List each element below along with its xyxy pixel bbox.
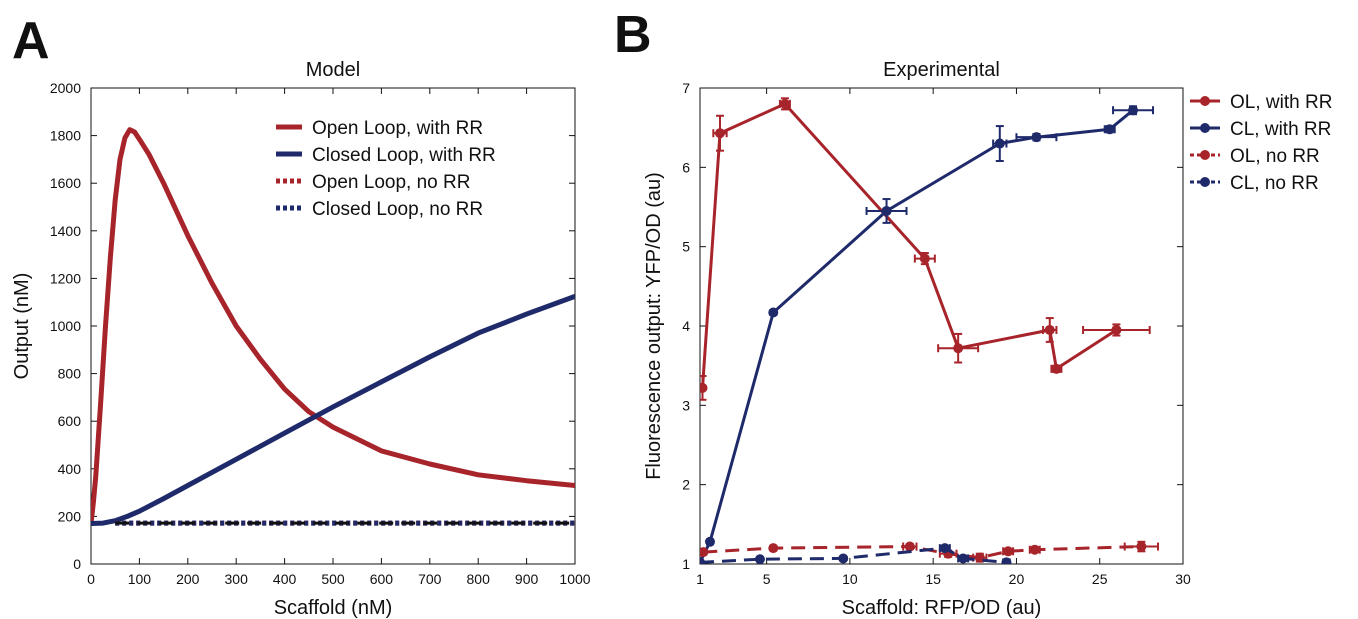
y-tick-label: 800 [58, 366, 82, 382]
data-point [838, 553, 849, 564]
data-point [768, 543, 779, 554]
x-tick-label: 1 [696, 571, 704, 587]
data-point [919, 253, 930, 264]
panel-letter-a: A [12, 12, 50, 70]
data-point [994, 138, 1005, 149]
legend-label-3: CL, no RR [1230, 173, 1319, 194]
y-tick-label: 400 [58, 461, 82, 477]
data-point [1044, 324, 1055, 335]
series-line-2 [703, 545, 1142, 560]
y-tick-label: 6 [682, 159, 690, 175]
x-tick-label: 10 [842, 571, 858, 587]
x-tick-label: 100 [128, 571, 152, 587]
legend-label-2: Open Loop, no RR [312, 172, 470, 193]
legend-label-2: OL, no RR [1230, 146, 1320, 167]
y-tick-label: 2 [682, 477, 690, 493]
series-group [91, 127, 575, 526]
y-axis-label: Output (nM) [11, 273, 33, 380]
y-tick-label: 7 [682, 80, 690, 96]
legend-label-1: CL, with RR [1230, 119, 1331, 140]
legend-label-3: Closed Loop, no RR [312, 199, 483, 220]
chart-title: Experimental [883, 59, 1000, 81]
x-tick-label: 25 [1092, 571, 1108, 587]
data-point [1104, 124, 1115, 135]
legend-label-0: OL, with RR [1230, 92, 1332, 113]
y-tick-label: 1 [682, 556, 690, 572]
data-point [1001, 557, 1012, 564]
x-tick-label: 700 [418, 571, 442, 587]
data-point [779, 98, 790, 109]
data-point [974, 552, 985, 563]
series-group [700, 97, 1160, 564]
y-tick-label: 3 [682, 397, 690, 413]
data-point [704, 536, 715, 547]
series-line-0 [91, 127, 575, 524]
data-point [881, 205, 892, 216]
y-tick-label: 5 [682, 239, 690, 255]
data-point [1111, 324, 1122, 335]
series-line-0 [701, 102, 1118, 389]
y-tick-label: 200 [58, 508, 82, 524]
data-point [754, 554, 765, 564]
y-tick-label: 1200 [50, 270, 81, 286]
x-tick-label: 800 [467, 571, 491, 587]
legend: OL, with RR CL, with RR OL, no RR CL, no RR [1190, 92, 1332, 194]
legend-label-0: Open Loop, with RR [312, 118, 483, 139]
panel-letter-b: B [614, 6, 652, 64]
series-line-3 [700, 546, 1007, 564]
x-tick-label: 1000 [559, 571, 590, 587]
data-point [1128, 105, 1139, 116]
x-tick-label: 30 [1175, 571, 1191, 587]
legend-marker-2 [1200, 150, 1210, 160]
data-point [700, 557, 705, 564]
chart-title: Model [306, 59, 360, 81]
x-tick-label: 0 [87, 571, 95, 587]
y-tick-label: 4 [682, 318, 690, 334]
data-point [1136, 541, 1147, 552]
y-tick-label: 1000 [50, 318, 81, 334]
x-axis-label: Scaffold: RFP/OD (au) [842, 597, 1042, 619]
y-tick-label: 1400 [50, 223, 81, 239]
model-chart: 0 100 200 300 400 500 600 700 800 900 1000 0 200 400 6… [11, 59, 591, 619]
y-tick-label: 1800 [50, 128, 81, 144]
y-tick-label: 1600 [50, 175, 81, 191]
x-tick-label: 300 [225, 571, 249, 587]
data-point [714, 128, 725, 139]
y-axis-label: Fluorescence output: YFP/OD (au) [643, 172, 665, 480]
legend: Open Loop, with RR Closed Loop, with RR Op… [276, 118, 496, 220]
x-tick-label: 15 [925, 571, 941, 587]
x-tick-label: 500 [321, 571, 345, 587]
y-tick-label: 2000 [50, 80, 81, 96]
data-point [958, 553, 969, 564]
data-point [904, 541, 915, 552]
x-tick-label: 5 [763, 571, 771, 587]
y-tick-label: 0 [73, 556, 81, 572]
x-tick-label: 600 [370, 571, 394, 587]
data-point [953, 343, 964, 354]
data-point [1003, 546, 1014, 557]
x-tick-label: 900 [515, 571, 539, 587]
legend-label-1: Closed Loop, with RR [312, 145, 496, 166]
data-point [1051, 363, 1062, 374]
data-point [1029, 544, 1040, 555]
legend-marker-0 [1200, 96, 1210, 106]
data-point [939, 543, 950, 554]
y-tick-label: 600 [58, 413, 82, 429]
x-tick-label: 20 [1009, 571, 1025, 587]
data-point [700, 547, 709, 558]
x-axis-label: Scaffold (nM) [274, 597, 393, 619]
legend-marker-3 [1200, 177, 1210, 187]
legend-marker-1 [1200, 123, 1210, 133]
series-line-1 [700, 109, 1134, 564]
plot-frame [699, 87, 1184, 565]
x-tick-label: 200 [176, 571, 200, 587]
data-point [1031, 132, 1042, 143]
data-point [700, 382, 708, 393]
series-line-1 [91, 293, 575, 526]
data-point [768, 307, 779, 318]
experimental-chart: 1 5 10 15 20 25 301234567ExperimentalScaffold:… [643, 59, 1332, 619]
x-tick-label: 400 [273, 571, 297, 587]
